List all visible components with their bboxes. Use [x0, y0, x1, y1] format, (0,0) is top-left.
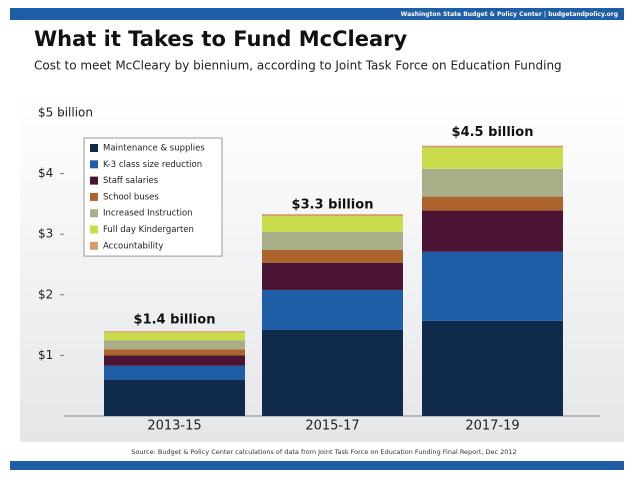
legend-label: Full day Kindergarten [103, 225, 194, 235]
legend-label: Maintenance & supplies [103, 144, 205, 154]
bar-segment [262, 216, 403, 232]
bar-segment [104, 331, 245, 333]
total-label: $1.4 billion [134, 313, 216, 328]
bar-segment [262, 214, 403, 217]
bar-segment [104, 379, 245, 416]
y-tick-label: $3 [38, 227, 53, 241]
legend-box [83, 137, 223, 257]
bar-segment [422, 147, 563, 169]
bar-segment [262, 329, 403, 416]
bar-segment [422, 196, 563, 211]
legend-swatch [90, 144, 98, 152]
bar-segment [104, 349, 245, 356]
footer-band [10, 461, 624, 470]
bar-segment [262, 289, 403, 330]
total-label: $4.5 billion [452, 125, 534, 140]
legend-label: Staff salaries [103, 176, 159, 186]
bar-segment [422, 168, 563, 197]
x-tick-label: 2015-17 [305, 419, 359, 434]
chart-subtitle: Cost to meet McCleary by biennium, accor… [34, 59, 562, 73]
legend-swatch [90, 160, 98, 169]
bar-segment [104, 365, 245, 380]
legend-label: School buses [103, 192, 159, 202]
bar-segment [262, 249, 403, 263]
bar-segment [104, 332, 245, 341]
legend-swatch [90, 176, 98, 185]
bar-segment [262, 231, 403, 250]
x-tick-label: 2017-19 [465, 419, 519, 434]
legend-swatch [90, 241, 98, 250]
header-band [10, 8, 624, 20]
bar-segment [104, 340, 245, 350]
bar-segment [262, 262, 403, 290]
y-tick-label: $5 billion [38, 106, 93, 120]
chart-title: What it Takes to Fund McCleary [34, 27, 407, 51]
y-tick-label: $2 [38, 287, 53, 301]
bar-segment [422, 145, 563, 148]
x-tick-label: 2013-15 [147, 419, 201, 434]
bar-segment [104, 355, 245, 366]
total-label: $3.3 billion [292, 198, 374, 213]
legend-label: K-3 class size reduction [103, 160, 202, 170]
legend-swatch [90, 192, 98, 201]
bar-segment [422, 251, 563, 321]
y-tick-label: $1 [38, 348, 53, 362]
legend-label: Increased Instruction [103, 209, 193, 219]
legend-label: Accountability [103, 241, 163, 251]
bar-segment [422, 320, 563, 416]
source-note: Source: Budget & Policy Center calculati… [131, 448, 516, 456]
legend-swatch [90, 209, 98, 218]
y-tick-label: $4 [38, 166, 53, 180]
header-note: Washington State Budget & Policy Center … [401, 11, 618, 18]
bar-segment [422, 210, 563, 252]
legend-swatch [90, 225, 98, 234]
